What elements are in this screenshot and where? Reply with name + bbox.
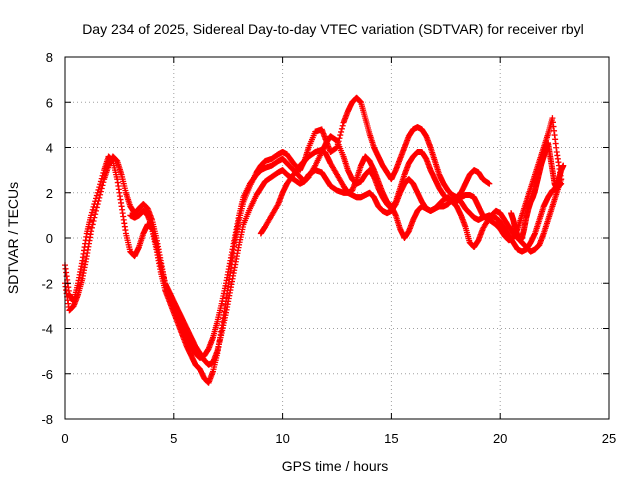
data-point xyxy=(89,206,96,213)
x-tick-label: 0 xyxy=(61,431,68,446)
data-point xyxy=(338,125,345,132)
data-point xyxy=(88,228,95,235)
data-point xyxy=(96,194,103,201)
data-point xyxy=(338,128,345,135)
data-series-5 xyxy=(508,139,567,244)
y-tick-label: 4 xyxy=(46,141,53,156)
x-tick-label: 15 xyxy=(384,431,398,446)
x-tick-label: 5 xyxy=(170,431,177,446)
x-tick-label: 25 xyxy=(602,431,616,446)
data-series-1 xyxy=(62,94,493,386)
data-point xyxy=(97,191,104,198)
data-point xyxy=(91,214,98,221)
data-point xyxy=(94,201,101,208)
y-tick-label: 0 xyxy=(46,231,53,246)
chart-title: Day 234 of 2025, Sidereal Day-to-day VTE… xyxy=(82,21,584,37)
data-point xyxy=(486,180,493,187)
data-point xyxy=(90,218,97,225)
data-point xyxy=(92,211,99,218)
y-tick-label: 6 xyxy=(46,95,53,110)
data-point xyxy=(95,197,102,204)
data-point xyxy=(97,188,104,195)
data-point xyxy=(88,212,95,219)
data-point xyxy=(339,122,346,129)
data-point xyxy=(89,221,96,228)
axis-ticks: 0 5 10 15 20 25 -8 -6 -4 -2 0 2 4 6 8 xyxy=(41,50,616,446)
data-point xyxy=(93,207,100,214)
y-axis-label: SDTVAR / TECUs xyxy=(5,182,21,294)
y-tick-label: -6 xyxy=(41,367,53,382)
data-point xyxy=(88,224,95,231)
data-point xyxy=(93,204,100,211)
x-tick-label: 10 xyxy=(275,431,289,446)
y-tick-label: 2 xyxy=(46,186,53,201)
grid-lines xyxy=(65,57,609,419)
data-point xyxy=(100,179,107,186)
y-tick-label: -2 xyxy=(41,276,53,291)
data-point xyxy=(99,182,106,189)
data-point xyxy=(88,209,95,216)
data-series-3 xyxy=(127,167,565,368)
data-series-4 xyxy=(257,146,565,255)
data-point xyxy=(337,132,344,139)
data-point xyxy=(560,162,567,169)
data-points xyxy=(62,94,567,386)
data-point xyxy=(98,185,105,192)
y-tick-label: -4 xyxy=(41,322,53,337)
y-tick-label: -8 xyxy=(41,412,53,427)
x-tick-label: 20 xyxy=(493,431,507,446)
y-tick-label: 8 xyxy=(46,50,53,65)
x-axis-label: GPS time / hours xyxy=(282,458,389,474)
